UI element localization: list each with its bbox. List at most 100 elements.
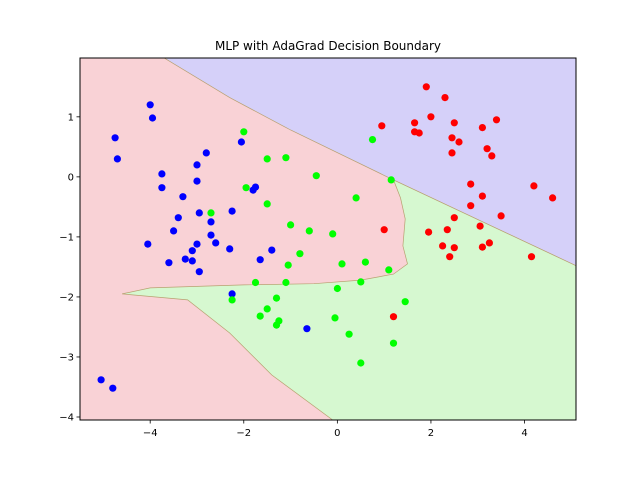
data-point: [237, 138, 245, 146]
data-point: [492, 116, 501, 124]
data-points: [97, 83, 557, 392]
data-point: [212, 239, 220, 247]
data-point: [251, 278, 260, 287]
data-point: [226, 245, 234, 253]
data-point: [450, 214, 458, 222]
data-point: [455, 138, 463, 146]
data-point: [144, 240, 152, 248]
data-point: [272, 294, 281, 302]
x-tick-label: −2: [236, 428, 251, 439]
data-point: [425, 228, 433, 236]
data-point: [188, 247, 196, 255]
data-point: [478, 124, 486, 132]
data-point: [263, 155, 271, 163]
data-point: [158, 170, 166, 178]
data-point: [146, 101, 154, 109]
x-tick-label: 2: [428, 428, 434, 439]
data-point: [305, 227, 313, 235]
data-point: [202, 149, 210, 157]
data-point: [251, 183, 260, 191]
region-green: [122, 179, 576, 420]
data-point: [450, 119, 458, 127]
data-point: [148, 114, 157, 122]
y-tick-label: −2: [59, 292, 74, 303]
data-point: [170, 227, 178, 235]
data-point: [296, 250, 304, 258]
y-tick-label: −1: [59, 232, 74, 243]
data-point: [488, 152, 496, 160]
data-point: [389, 339, 398, 347]
data-point: [357, 278, 365, 286]
data-point: [97, 376, 105, 384]
data-point: [483, 145, 491, 153]
data-point: [415, 129, 423, 137]
data-point: [352, 194, 360, 202]
data-point: [361, 258, 369, 266]
data-point: [467, 202, 475, 210]
data-point: [195, 268, 203, 276]
data-point: [181, 255, 189, 263]
data-point: [478, 243, 486, 251]
data-point: [439, 242, 447, 250]
data-point: [268, 246, 276, 254]
x-tick-label: −4: [143, 428, 158, 439]
data-point: [263, 200, 271, 208]
axes-frame: [79, 57, 577, 421]
data-point: [357, 359, 365, 367]
data-point: [272, 321, 281, 329]
data-point: [368, 136, 377, 144]
data-point: [338, 260, 346, 268]
data-point: [303, 325, 311, 333]
y-axis-ticks: 1 0 −1 −2 −3 −4: [59, 112, 80, 423]
x-tick-label: 4: [521, 428, 527, 439]
data-point: [193, 161, 201, 169]
data-point: [333, 284, 341, 293]
data-point: [530, 182, 538, 190]
chart-title: MLP with AdaGrad Decision Boundary: [215, 39, 441, 53]
data-point: [478, 192, 486, 200]
data-point: [193, 240, 201, 248]
data-point: [378, 122, 386, 130]
data-point: [411, 119, 419, 127]
data-point: [387, 176, 395, 184]
data-point: [450, 244, 458, 252]
data-point: [263, 305, 271, 313]
data-point: [448, 134, 456, 142]
data-point: [228, 207, 236, 215]
data-point: [179, 193, 187, 201]
data-point: [174, 214, 182, 222]
data-point: [441, 94, 449, 102]
data-point: [165, 259, 173, 267]
x-axis-ticks: −4 −2 0 2 4: [143, 420, 528, 439]
data-point: [111, 134, 119, 142]
data-point: [207, 231, 215, 239]
data-point: [443, 226, 451, 234]
data-point: [331, 314, 339, 322]
data-point: [188, 257, 196, 265]
y-tick-label: −4: [59, 412, 74, 423]
data-point: [448, 149, 456, 157]
data-point: [329, 230, 337, 238]
data-point: [312, 172, 320, 180]
data-point: [284, 261, 292, 269]
data-point: [527, 253, 536, 261]
data-point: [242, 184, 250, 192]
data-point: [549, 194, 557, 202]
data-point: [207, 209, 215, 217]
y-tick-label: 0: [68, 172, 74, 183]
x-tick-label: 0: [334, 428, 340, 439]
data-point: [401, 298, 409, 306]
data-point: [158, 184, 166, 192]
data-point: [485, 239, 493, 247]
data-point: [228, 296, 236, 304]
data-point: [207, 218, 215, 226]
data-point: [282, 278, 290, 287]
data-point: [427, 113, 435, 121]
data-point: [385, 266, 393, 274]
data-point: [193, 177, 201, 185]
data-point: [422, 83, 430, 91]
data-point: [446, 253, 454, 261]
data-point: [109, 384, 117, 392]
